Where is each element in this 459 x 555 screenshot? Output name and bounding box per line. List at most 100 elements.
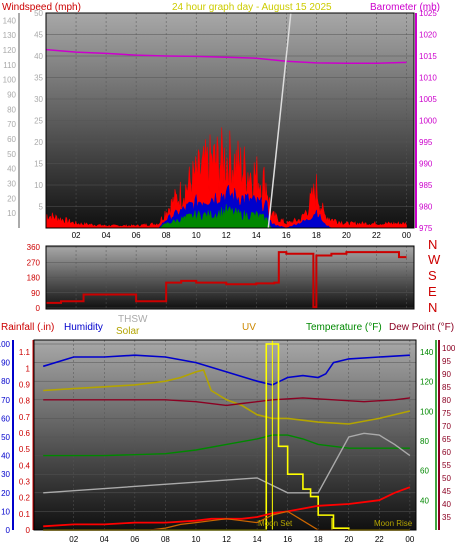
- wind-x-tick: 06: [132, 231, 141, 240]
- rain-y-tick: 0.2: [19, 494, 31, 503]
- humidity-y-tick: 20: [1, 489, 10, 498]
- direction-y-tick: 270: [27, 258, 41, 267]
- compass-label-n-top: N: [428, 237, 437, 252]
- wind-y-tick-outer: 50: [7, 150, 16, 159]
- temperature-y-tick: 80: [420, 437, 429, 446]
- uv-label: UV: [242, 322, 256, 333]
- graph-title: 24 hour graph day - August 15 2025: [172, 2, 332, 13]
- wind-y-tick-outer: 60: [7, 135, 16, 144]
- solar-rad-series: [43, 510, 410, 531]
- wind-y-tick-outer: 90: [7, 91, 16, 100]
- barometer-y-tick: 1025: [419, 9, 437, 18]
- dewpoint-y-tick: 60: [442, 448, 451, 457]
- wind-y-tick: 45: [34, 31, 43, 40]
- climate-panel-frame: [33, 339, 417, 531]
- rain-y-tick: 0.5: [19, 445, 31, 454]
- dewpoint-y-tick: 100: [442, 344, 456, 353]
- solar-label: Solar: [116, 326, 140, 337]
- wind-y-tick: 30: [34, 95, 43, 104]
- dewpoint-series: [43, 397, 410, 407]
- barometer-y-tick: 1005: [419, 95, 437, 104]
- direction-y-tick: 0: [36, 304, 41, 313]
- humidity-y-tick: 80: [1, 377, 10, 386]
- barometer-y-tick: 990: [419, 160, 433, 169]
- compass-label-w: W: [428, 252, 441, 267]
- wind-y-tick-outer: 70: [7, 120, 16, 129]
- dewpoint-y-tick: 55: [442, 461, 451, 470]
- rain-y-tick: 0.6: [19, 429, 31, 438]
- climate-x-tick: 14: [253, 535, 262, 544]
- rain-y-tick: 0: [26, 526, 31, 535]
- rain-y-tick: 1.1: [19, 348, 31, 357]
- dewpoint-y-tick: 85: [442, 383, 451, 392]
- humidity-y-tick: 90: [1, 359, 10, 368]
- rain-y-tick: 0.8: [19, 397, 31, 406]
- barometer-series: [45, 48, 407, 65]
- humidity-y-tick: 100: [0, 340, 11, 349]
- climate-x-tick: 08: [161, 535, 170, 544]
- climate-x-tick: 12: [222, 535, 231, 544]
- wind-panel-frame: [45, 12, 415, 229]
- wind-y-tick: 25: [34, 117, 43, 126]
- temperature-y-tick: 100: [420, 407, 434, 416]
- windspeed-label: Windspeed (mph): [2, 2, 81, 13]
- humidity-label: Humidity: [64, 322, 103, 333]
- wind-y-tick-outer: 10: [7, 209, 16, 218]
- climate-x-tick: 16: [283, 535, 292, 544]
- climate-x-tick: 04: [100, 535, 109, 544]
- barometer-y-tick: 1015: [419, 52, 437, 61]
- wind-y-tick: 5: [39, 203, 44, 212]
- barometer-y-tick: 1010: [419, 74, 437, 83]
- wind-direction-series: [46, 251, 407, 309]
- barometer-y-tick: 980: [419, 203, 433, 212]
- wind-x-tick: 10: [192, 231, 201, 240]
- dewpoint-label: Dew Point (°F): [389, 322, 454, 333]
- rain-rate-series: [43, 486, 411, 528]
- dewpoint-y-tick: 50: [442, 474, 451, 483]
- wind-y-tick-outer: 20: [7, 194, 16, 203]
- climate-x-tick: 22: [375, 535, 384, 544]
- dewpoint-y-tick: 70: [442, 422, 451, 431]
- barometer-y-tick: 1000: [419, 117, 437, 126]
- dewpoint-y-tick: 45: [442, 487, 451, 496]
- solar-series: [43, 369, 411, 425]
- temperature-y-tick: 120: [420, 378, 434, 387]
- humidity-y-tick: 50: [1, 433, 10, 442]
- dewpoint-y-tick: 90: [442, 370, 451, 379]
- wind-y-tick: 15: [34, 160, 43, 169]
- humidity-y-tick: 70: [1, 396, 10, 405]
- wind-y-tick-outer: 130: [3, 31, 17, 40]
- barometer-label: Barometer (mb): [370, 2, 440, 13]
- wind-y-tick: 40: [34, 52, 43, 61]
- wind-x-tick: 14: [252, 231, 261, 240]
- compass-label-e: E: [428, 284, 437, 299]
- climate-x-tick: 20: [344, 535, 353, 544]
- wind-y-tick-outer: 80: [7, 105, 16, 114]
- wind-y-tick: 20: [34, 138, 43, 147]
- moonrise-label: Moon Rise: [374, 519, 413, 528]
- wind-x-tick: 22: [372, 231, 381, 240]
- wind-x-tick: 20: [342, 231, 351, 240]
- barometer-y-tick: 985: [419, 181, 433, 190]
- rain-y-tick: 0.3: [19, 477, 31, 486]
- humidity-y-tick: 10: [1, 507, 10, 516]
- wind-y-tick-outer: 40: [7, 165, 16, 174]
- barometer-y-tick: 975: [419, 224, 433, 233]
- temperature-series: [43, 434, 410, 457]
- dewpoint-y-tick: 40: [442, 500, 451, 509]
- uv-series: [43, 343, 410, 531]
- climate-x-tick: 18: [314, 535, 323, 544]
- dewpoint-y-tick: 75: [442, 409, 451, 418]
- wind-x-tick: 08: [162, 231, 171, 240]
- barometer-y-tick: 1020: [419, 31, 437, 40]
- rain-y-tick: 0.9: [19, 380, 31, 389]
- wind-y-tick-outer: 100: [3, 76, 17, 85]
- rain-y-tick: 0.4: [19, 461, 31, 470]
- temperature-y-tick: 60: [420, 467, 429, 476]
- wind-y-tick-outer: 110: [3, 61, 16, 70]
- direction-panel-frame: [45, 245, 415, 310]
- humidity-y-tick: 60: [1, 414, 10, 423]
- humidity-y-tick: 40: [1, 452, 10, 461]
- thsw-label: THSW: [118, 314, 148, 325]
